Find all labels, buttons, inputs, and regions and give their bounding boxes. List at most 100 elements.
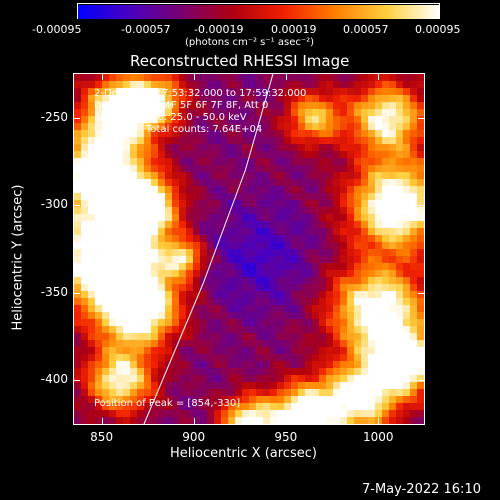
heatmap-cell: [116, 249, 124, 257]
heatmap-cell: [74, 368, 82, 376]
heatmap-cell: [193, 361, 201, 369]
heatmap-cell: [221, 228, 229, 236]
heatmap-cell: [263, 312, 271, 320]
heatmap-cell: [403, 200, 411, 208]
heatmap-cell: [361, 137, 369, 145]
heatmap-cell: [116, 228, 124, 236]
heatmap-cell: [396, 417, 404, 424]
heatmap-cell: [151, 375, 159, 383]
heatmap-cell: [221, 130, 229, 138]
heatmap-cell: [165, 270, 173, 278]
heatmap-cell: [137, 319, 145, 327]
heatmap-cell: [88, 396, 96, 404]
heatmap-cell: [298, 186, 306, 194]
heatmap-cell: [158, 312, 166, 320]
heatmap-cell: [123, 263, 131, 271]
heatmap-cell: [417, 249, 424, 257]
heatmap-cell: [207, 396, 215, 404]
heatmap-cell: [74, 186, 82, 194]
heatmap-cell: [228, 207, 236, 215]
heatmap-cell: [354, 144, 362, 152]
heatmap-cell: [116, 354, 124, 362]
heatmap-cell: [403, 368, 411, 376]
heatmap-cell: [186, 137, 194, 145]
heatmap-cell: [109, 74, 117, 82]
heatmap-cell: [214, 242, 222, 250]
heatmap-cell: [235, 256, 243, 264]
heatmap-cell: [74, 340, 82, 348]
heatmap-cell: [368, 277, 376, 285]
heatmap-cell: [214, 354, 222, 362]
heatmap-cell: [74, 235, 82, 243]
heatmap-cell: [158, 410, 166, 418]
heatmap-cell: [151, 270, 159, 278]
heatmap-cell: [193, 382, 201, 390]
heatmap-cell: [410, 207, 418, 215]
heatmap-cell: [256, 158, 264, 166]
heatmap-cell: [235, 116, 243, 124]
heatmap-cell: [137, 347, 145, 355]
heatmap-cell: [228, 242, 236, 250]
heatmap-cell: [410, 347, 418, 355]
heatmap-cell: [109, 354, 117, 362]
heatmap-cell: [74, 354, 82, 362]
heatmap-cell: [109, 144, 117, 152]
heatmap-cell: [249, 256, 257, 264]
heatmap-cell: [151, 249, 159, 257]
heatmap-cell: [207, 221, 215, 229]
heatmap-cell: [326, 151, 334, 159]
heatmap-cell: [137, 81, 145, 89]
heatmap-cell: [74, 172, 82, 180]
heatmap-cell: [417, 410, 424, 418]
heatmap-cell: [151, 172, 159, 180]
heatmap-cell: [123, 151, 131, 159]
heatmap-cell: [235, 361, 243, 369]
heatmap-cell: [298, 158, 306, 166]
heatmap-cell: [354, 179, 362, 187]
heatmap-cell: [116, 403, 124, 411]
heatmap-cell: [354, 375, 362, 383]
heatmap-cell: [326, 214, 334, 222]
heatmap-cell: [319, 333, 327, 341]
heatmap-cell: [207, 389, 215, 397]
heatmap-cell: [193, 312, 201, 320]
heatmap-cell: [221, 256, 229, 264]
heatmap-cell: [235, 109, 243, 117]
heatmap-cell: [340, 403, 348, 411]
heatmap-cell: [165, 263, 173, 271]
heatmap-cell: [361, 340, 369, 348]
heatmap-cell: [179, 249, 187, 257]
heatmap-cell: [74, 214, 82, 222]
heatmap-cell: [81, 193, 89, 201]
heatmap-cell: [396, 361, 404, 369]
heatmap-cell: [116, 312, 124, 320]
heatmap-cell: [256, 207, 264, 215]
heatmap-cell: [375, 249, 383, 257]
heatmap-cell: [270, 403, 278, 411]
heatmap-cell: [158, 382, 166, 390]
heatmap-cell: [326, 277, 334, 285]
heatmap-cell: [249, 354, 257, 362]
heatmap-cell: [347, 347, 355, 355]
heatmap-cell: [277, 221, 285, 229]
heatmap-cell: [144, 95, 152, 103]
heatmap-cell: [270, 333, 278, 341]
heatmap-cell: [158, 116, 166, 124]
heatmap-cell: [354, 81, 362, 89]
heatmap-cell: [123, 172, 131, 180]
heatmap-cell: [74, 151, 82, 159]
heatmap-cell: [186, 109, 194, 117]
heatmap-cell: [333, 214, 341, 222]
heatmap-cell: [172, 326, 180, 334]
heatmap-cell: [382, 200, 390, 208]
heatmap-cell: [389, 291, 397, 299]
heatmap-cell: [305, 347, 313, 355]
heatmap-cell: [284, 109, 292, 117]
heatmap-cell: [403, 172, 411, 180]
heatmap-cell: [361, 312, 369, 320]
heatmap-cell: [291, 410, 299, 418]
heatmap-cell: [221, 137, 229, 145]
heatmap-cell: [382, 235, 390, 243]
x-tick-label: 1000: [362, 430, 394, 444]
heatmap-cell: [396, 123, 404, 131]
